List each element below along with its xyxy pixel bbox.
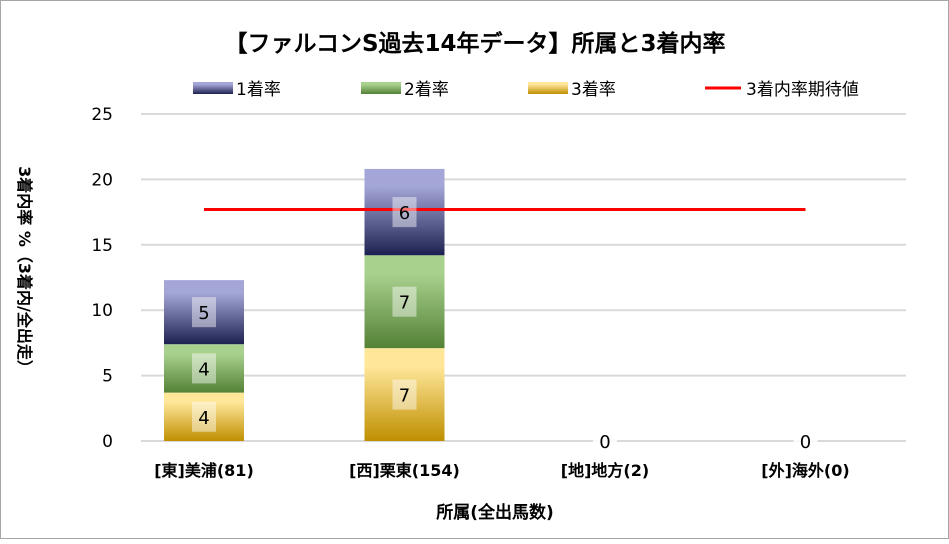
data-label: 0	[599, 432, 610, 453]
data-label: 0	[800, 432, 811, 453]
data-label: 6	[399, 203, 410, 224]
legend-label: 2着率	[404, 80, 449, 100]
data-label-box	[192, 353, 216, 384]
data-label: 7	[399, 293, 410, 314]
bar-segment	[164, 392, 244, 441]
legend-label: 3着内率期待値	[746, 80, 859, 100]
y-axis-ticks: 0 5 10 15 20 25	[91, 105, 113, 452]
data-label-box	[192, 297, 216, 328]
x-axis-label: 所属(全出馬数)	[436, 502, 554, 523]
data-label: 4	[198, 359, 209, 380]
y-tick-label: 0	[102, 432, 113, 452]
y-axis-label: 3着内率 %（3着内/全出走）	[15, 166, 34, 376]
y-tick-label: 10	[91, 301, 113, 321]
y-tick-label: 25	[91, 105, 113, 125]
legend: 1着率 2着率 3着率 3着内率期待値	[193, 80, 859, 100]
data-label-box	[793, 426, 818, 456]
legend-swatch	[193, 82, 233, 94]
bar-segment	[164, 344, 244, 393]
legend-swatch	[361, 82, 401, 94]
legend-label: 1着率	[236, 80, 281, 100]
legend-swatch	[528, 82, 568, 94]
x-tick-label: [東]美浦(81)	[154, 461, 254, 480]
x-axis-ticks: [東]美浦(81) [西]栗東(154) [地]地方(2) [外]海外(0)	[154, 461, 849, 480]
bar-segment	[364, 255, 445, 349]
y-tick-label: 15	[91, 236, 113, 256]
x-tick-label: [西]栗東(154)	[349, 461, 460, 480]
data-labels: 4 4 5 7 7 6 0 0	[192, 197, 818, 456]
data-label-box	[192, 401, 216, 432]
x-tick-label: [外]海外(0)	[761, 461, 849, 480]
chart-title: 【ファルコンS過去14年データ】所属と3着内率	[224, 30, 725, 57]
x-tick-label: [地]地方(2)	[561, 461, 649, 480]
y-tick-label: 20	[91, 170, 113, 190]
data-label-box	[593, 426, 617, 456]
bars	[164, 168, 445, 441]
bar-segment	[364, 168, 445, 256]
data-label: 4	[198, 408, 209, 429]
data-label-box	[392, 197, 417, 228]
bar-segment	[364, 348, 445, 441]
bar-segment	[164, 280, 244, 345]
legend-label: 3着率	[571, 80, 616, 100]
data-label-box	[392, 286, 417, 317]
data-label: 5	[198, 303, 209, 324]
y-tick-label: 5	[102, 367, 113, 387]
gridlines	[141, 113, 906, 442]
data-label-box	[392, 379, 417, 410]
data-label: 7	[399, 386, 410, 407]
